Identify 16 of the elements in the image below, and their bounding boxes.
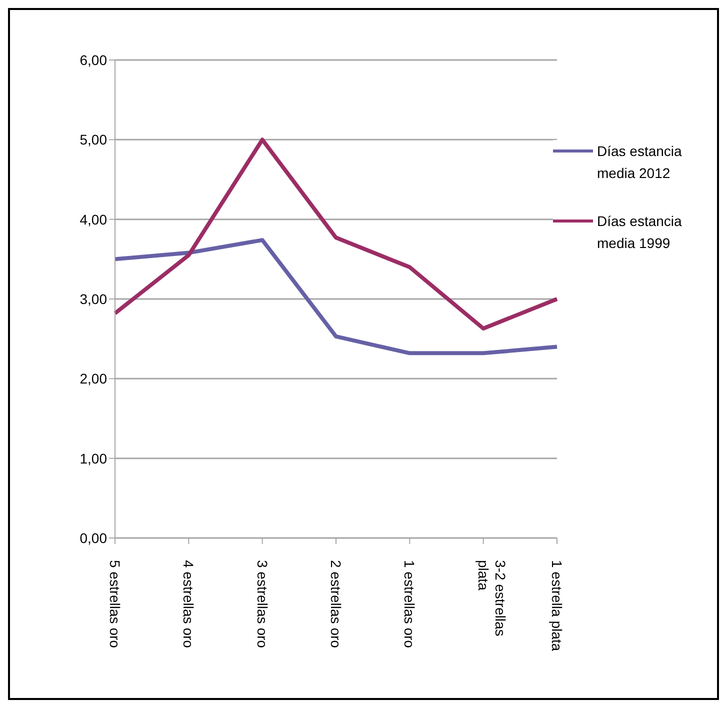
x-tick-label: 3-2 estrellas plata — [475, 560, 508, 636]
x-tick-label: 3 estrellas oro — [254, 560, 270, 648]
x-tick-label: 5 estrellas oro — [107, 560, 123, 648]
y-tick-label: 3,00 — [80, 290, 108, 307]
legend-label: Días estancia media 1999 — [597, 212, 683, 253]
y-tick-label: 1,00 — [80, 450, 108, 466]
x-tick-label: 2 estrellas oro — [328, 560, 344, 648]
legend-label: Días estancia media 2012 — [597, 142, 683, 183]
x-tick-label: 4 estrellas oro — [180, 560, 197, 648]
x-tick-label: 1 estrellas oro — [402, 560, 418, 648]
y-tick-label: 0,00 — [80, 530, 108, 546]
y-tick-label: 4,00 — [80, 211, 108, 228]
y-tick-label: 2,00 — [80, 370, 108, 387]
y-tick-label: 5,00 — [80, 132, 108, 148]
x-tick-label: 1 estrella plata — [549, 560, 565, 652]
y-tick-label: 6,00 — [80, 52, 108, 68]
